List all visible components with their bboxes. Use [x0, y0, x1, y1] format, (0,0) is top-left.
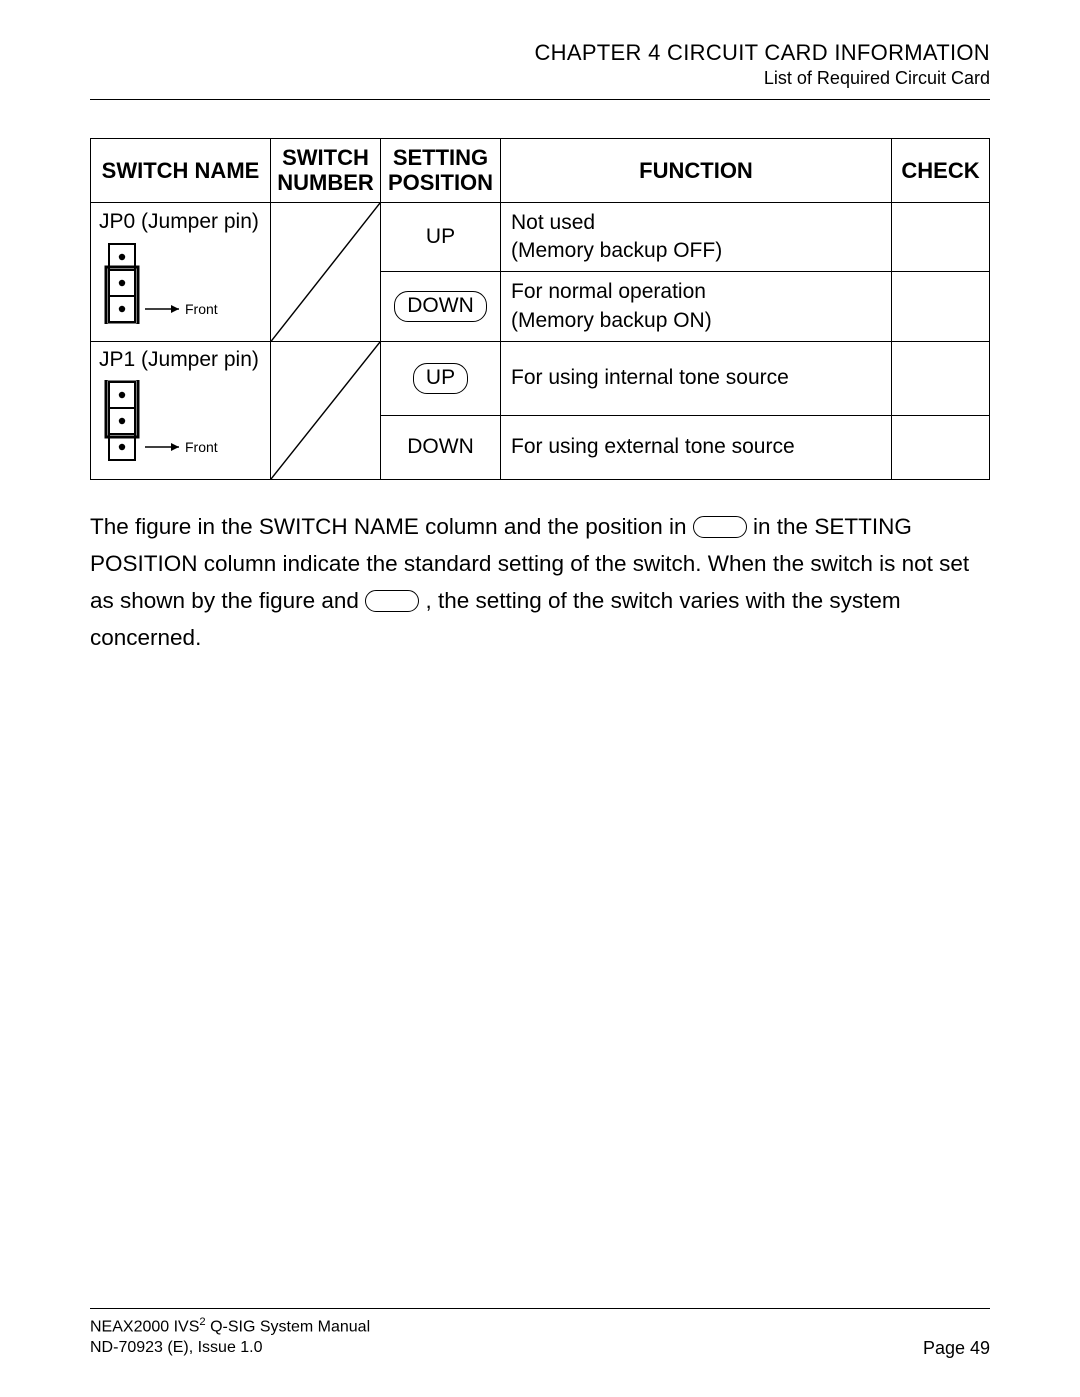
jp1-label: JP1 (Jumper pin)	[99, 348, 262, 372]
header-rule	[90, 99, 990, 100]
th-setting-position-l2: POSITION	[388, 170, 493, 195]
cell-jp0-func-up: Not used (Memory backup OFF)	[501, 202, 892, 272]
jp0-func-up-l2: (Memory backup OFF)	[511, 239, 722, 262]
chapter-title: CHAPTER 4 CIRCUIT CARD INFORMATION	[90, 40, 990, 66]
cell-jp1-pos-down: DOWN	[381, 415, 501, 479]
inline-pill-icon	[693, 516, 747, 538]
cell-jp1-name: JP1 (Jumper pin)	[91, 341, 271, 479]
jp1-pos-up-pill: UP	[413, 363, 468, 394]
footer-docnum: ND-70923 (E), Issue 1.0	[90, 1339, 263, 1356]
page-header: CHAPTER 4 CIRCUIT CARD INFORMATION List …	[90, 40, 990, 89]
jp1-jumper-diagram: Front	[103, 380, 262, 468]
th-function: FUNCTION	[501, 139, 892, 203]
header-subtitle: List of Required Circuit Card	[90, 68, 990, 89]
th-setting-position: SETTING POSITION	[381, 139, 501, 203]
jp0-label: JP0 (Jumper pin)	[99, 210, 262, 234]
cell-jp0-check-down	[892, 272, 990, 342]
jp0-func-down-l2: (Memory backup ON)	[511, 309, 712, 332]
cell-jp1-func-up: For using internal tone source	[501, 341, 892, 415]
cell-jp0-name: JP0 (Jumper pin)	[91, 202, 271, 341]
jp0-jumper-diagram: Front	[103, 242, 262, 330]
cell-jp1-number	[271, 341, 381, 479]
page-footer: NEAX2000 IVS2 Q-SIG System Manual ND-709…	[90, 1308, 990, 1359]
th-switch-number-l2: NUMBER	[277, 170, 374, 195]
cell-jp0-pos-down: DOWN	[381, 272, 501, 342]
th-switch-number-l1: SWITCH	[282, 145, 369, 170]
jp0-func-up-l1: Not used	[511, 211, 595, 234]
explanatory-paragraph: The figure in the SWITCH NAME column and…	[90, 508, 990, 657]
cell-jp0-number	[271, 202, 381, 341]
jp0-pos-up: UP	[426, 225, 455, 248]
jp0-pos-down-pill: DOWN	[394, 291, 487, 322]
th-check: CHECK	[892, 139, 990, 203]
th-switch-number: SWITCH NUMBER	[271, 139, 381, 203]
th-setting-position-l1: SETTING	[393, 145, 488, 170]
footer-manual-a: NEAX2000 IVS	[90, 1318, 199, 1335]
jp1-front-label: Front	[185, 439, 218, 455]
footer-manual-b: Q-SIG System Manual	[206, 1318, 371, 1335]
jp1-func-down-l1: For using external tone source	[511, 435, 795, 458]
cell-jp0-func-down: For normal operation (Memory backup ON)	[501, 272, 892, 342]
footer-left: NEAX2000 IVS2 Q-SIG System Manual ND-709…	[90, 1315, 370, 1359]
jp0-front-label: Front	[185, 301, 218, 317]
cell-jp1-check-up	[892, 341, 990, 415]
para-seg-1: The figure in the SWITCH NAME column and…	[90, 514, 693, 539]
switch-settings-table: SWITCH NAME SWITCH NUMBER SETTING POSITI…	[90, 138, 990, 480]
cell-jp1-check-down	[892, 415, 990, 479]
footer-page-number: Page 49	[923, 1338, 990, 1359]
jp0-func-down-l1: For normal operation	[511, 280, 706, 303]
th-switch-name: SWITCH NAME	[91, 139, 271, 203]
jp1-pos-down: DOWN	[407, 435, 474, 458]
cell-jp0-check-up	[892, 202, 990, 272]
cell-jp0-pos-up: UP	[381, 202, 501, 272]
cell-jp1-pos-up: UP	[381, 341, 501, 415]
footer-rule	[90, 1308, 990, 1309]
jp1-func-up-l1: For using internal tone source	[511, 366, 789, 389]
inline-pill-icon	[365, 590, 419, 612]
cell-jp1-func-down: For using external tone source	[501, 415, 892, 479]
